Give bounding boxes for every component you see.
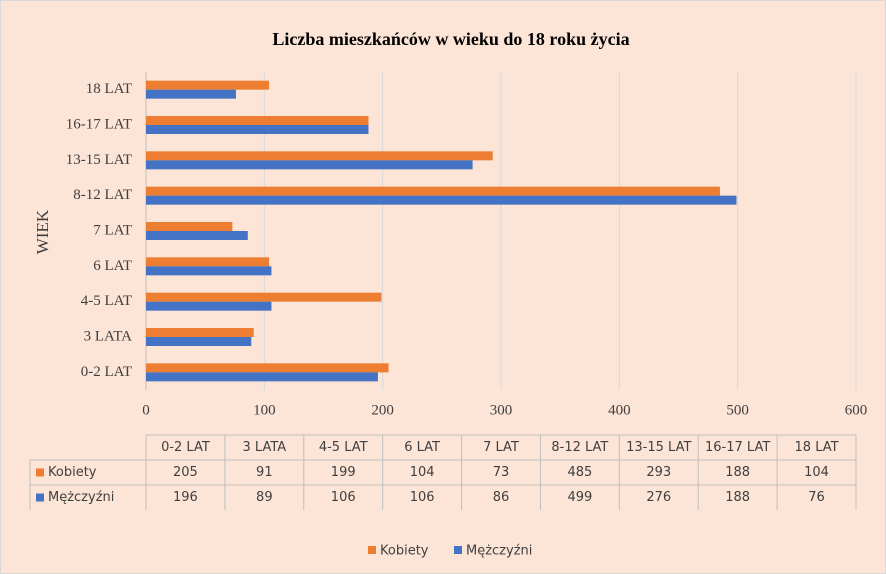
table-cell: 499 <box>567 490 592 505</box>
x-tick-label: 600 <box>845 402 868 418</box>
table-header: 6 LAT <box>404 440 440 455</box>
table-cell: 199 <box>331 465 356 480</box>
y-axis-title: WIEK <box>33 209 52 254</box>
bar <box>146 363 389 373</box>
legend-label: Mężczyźni <box>466 544 532 559</box>
table-header: 18 LAT <box>795 440 839 455</box>
y-tick-label: 13-15 LAT <box>66 152 132 168</box>
table-cell: 91 <box>256 465 273 480</box>
table-row-label: Kobiety <box>48 465 97 480</box>
bar <box>146 89 236 99</box>
table-cell: 86 <box>493 490 510 505</box>
y-tick-label: 6 LAT <box>93 258 132 274</box>
x-tick-label: 500 <box>726 402 749 418</box>
x-tick-label: 400 <box>608 402 631 418</box>
legend-key <box>454 546 462 554</box>
table-cell: 76 <box>808 490 825 505</box>
table-row-label: Mężczyźni <box>48 490 114 505</box>
y-tick-label: 7 LAT <box>93 222 132 238</box>
bar <box>146 257 270 267</box>
x-tick-label: 100 <box>253 402 276 418</box>
table-header: 16-17 LAT <box>705 440 770 455</box>
table-cell: 106 <box>331 490 356 505</box>
table-cell: 89 <box>256 490 273 505</box>
bar <box>146 195 737 205</box>
table-header: 8-12 LAT <box>551 440 608 455</box>
table-cell: 73 <box>493 465 510 480</box>
y-tick-label: 16-17 LAT <box>66 116 132 132</box>
table-cell: 205 <box>173 465 198 480</box>
chart-title: Liczba mieszkańców w wieku do 18 roku ży… <box>272 29 629 49</box>
table-header: 13-15 LAT <box>626 440 691 455</box>
table-cell: 188 <box>725 490 750 505</box>
table-cell: 485 <box>567 465 592 480</box>
x-tick-label: 0 <box>142 402 150 418</box>
x-tick-label: 200 <box>371 402 394 418</box>
bar <box>146 292 382 302</box>
bar <box>146 160 473 170</box>
legend-label: Kobiety <box>380 544 429 559</box>
bar <box>146 116 369 125</box>
table-legend-key <box>36 468 44 477</box>
bar <box>146 80 270 90</box>
y-tick-label: 18 LAT <box>86 81 132 97</box>
table-cell: 196 <box>173 490 198 505</box>
table-header: 4-5 LAT <box>319 440 368 455</box>
table-header: 0-2 LAT <box>161 440 210 455</box>
bar <box>146 372 378 382</box>
table-header: 3 LATA <box>243 440 287 455</box>
bar <box>146 125 369 134</box>
legend-key <box>368 546 376 554</box>
y-tick-label: 4-5 LAT <box>81 293 132 309</box>
table-cell: 104 <box>804 465 829 480</box>
y-tick-label: 3 LATA <box>84 328 133 344</box>
bar <box>146 328 254 337</box>
bar <box>146 222 233 231</box>
bar <box>146 186 720 196</box>
table-cell: 276 <box>646 490 671 505</box>
table-cell: 293 <box>646 465 671 480</box>
bar <box>146 301 272 311</box>
table-cell: 106 <box>410 490 435 505</box>
table-cell: 188 <box>725 465 750 480</box>
x-tick-label: 300 <box>490 402 513 418</box>
bar <box>146 266 272 276</box>
bar <box>146 337 252 346</box>
y-tick-label: 0-2 LAT <box>81 364 132 380</box>
y-tick-label: 8-12 LAT <box>73 187 132 203</box>
bar <box>146 231 248 240</box>
table-cell: 104 <box>410 465 435 480</box>
table-header: 7 LAT <box>483 440 519 455</box>
bar <box>146 151 493 161</box>
table-legend-key <box>36 493 44 502</box>
